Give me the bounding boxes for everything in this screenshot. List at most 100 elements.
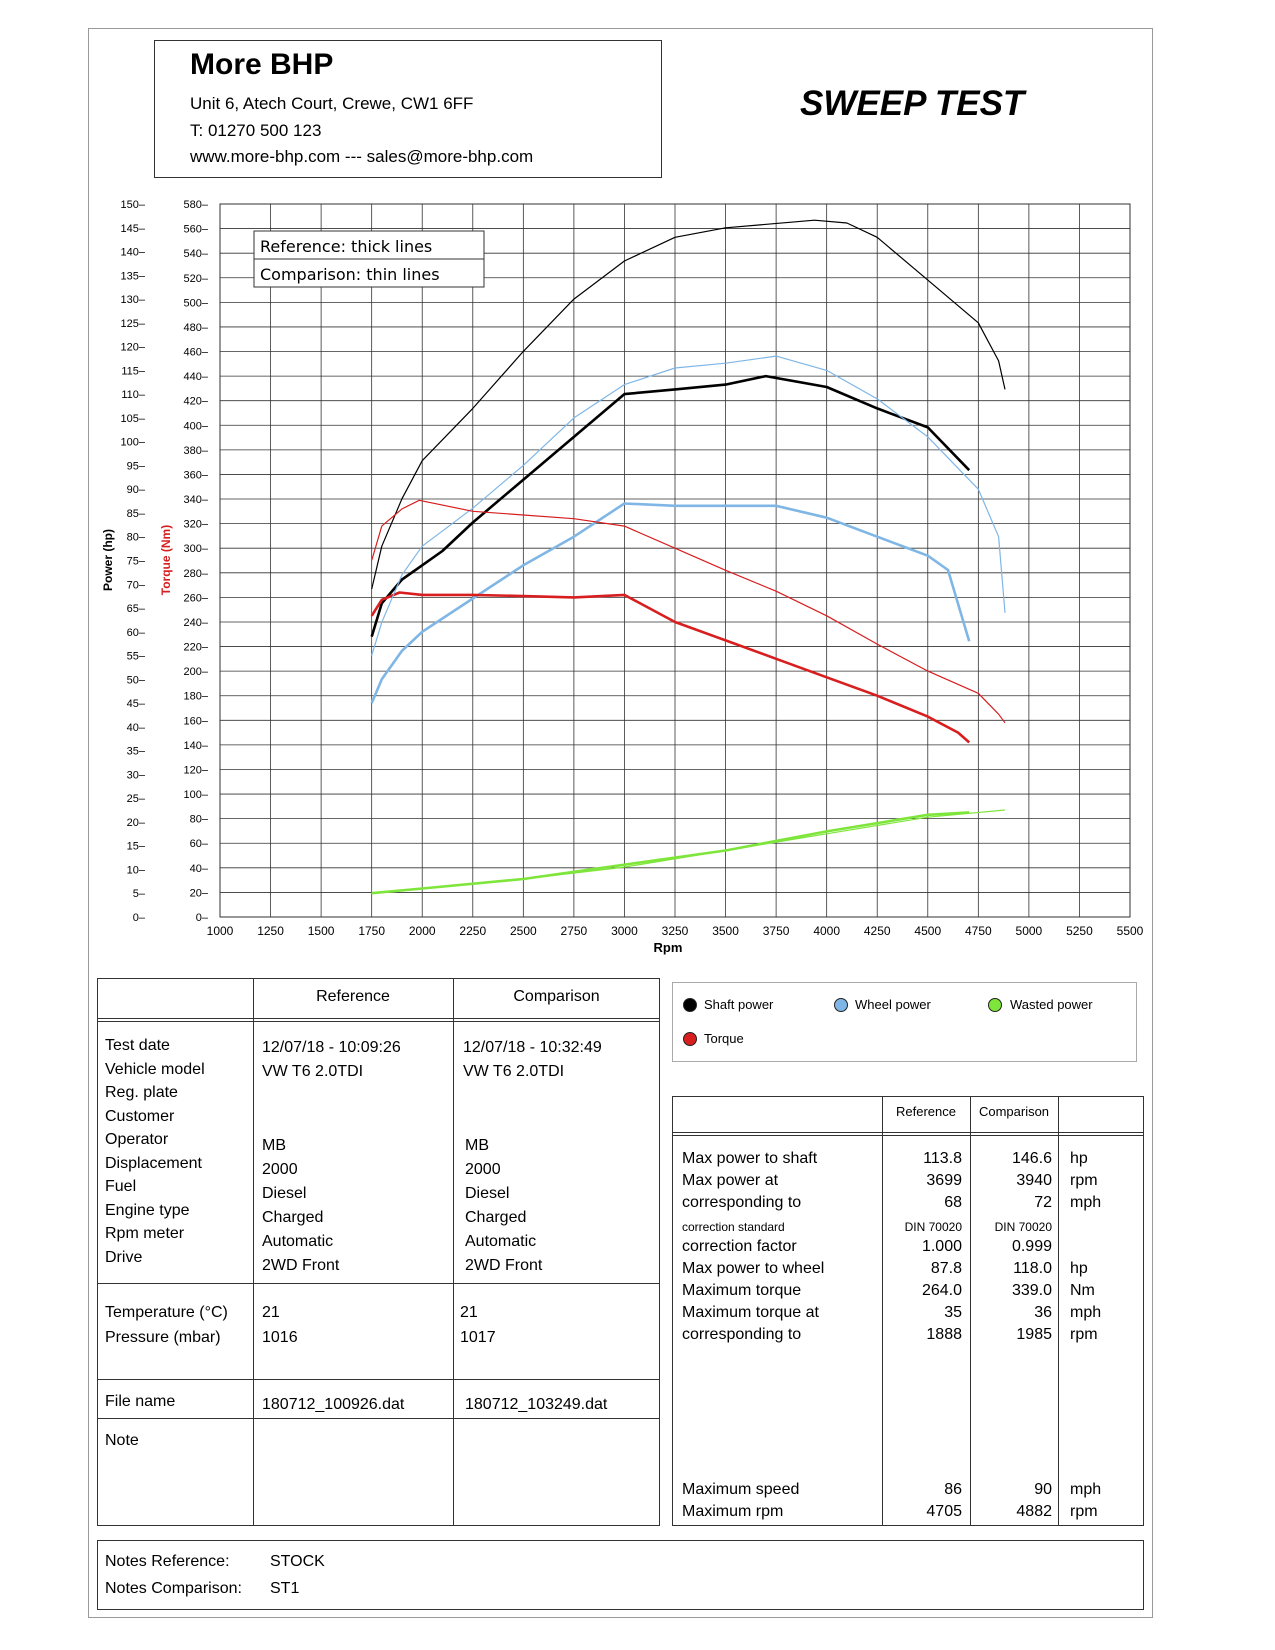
info-table bbox=[97, 978, 660, 1526]
results-cmp: 1985 bbox=[1016, 1326, 1052, 1343]
ref-vehicle-model: VW T6 2.0TDI bbox=[262, 1063, 364, 1080]
legend-comparison: Comparison: thin lines bbox=[260, 265, 440, 284]
y-tick-label: 140– bbox=[121, 247, 146, 259]
y-tick-label: 50– bbox=[127, 674, 146, 686]
y2-tick-label: 360– bbox=[184, 469, 209, 481]
x-tick-label: 2750 bbox=[561, 924, 588, 938]
max-speed-ref: 86 bbox=[944, 1481, 962, 1498]
x-tick-label: 4000 bbox=[813, 924, 840, 938]
y2-tick-label: 140– bbox=[184, 740, 209, 752]
results-ref: 3699 bbox=[926, 1172, 962, 1189]
y-tick-label: 45– bbox=[127, 698, 146, 710]
ref-env: 21 1016 bbox=[262, 1304, 298, 1346]
y-tick-label: 95– bbox=[127, 460, 146, 472]
series-legend bbox=[672, 982, 1137, 1062]
notes-box bbox=[97, 1540, 1144, 1610]
env-labels: Temperature (°C) Pressure (mbar) bbox=[105, 1304, 228, 1346]
chart-series bbox=[370, 219, 1006, 895]
y2-tick-label: 0– bbox=[196, 912, 209, 924]
y2-tick-label: 320– bbox=[184, 519, 209, 531]
info-col-reference: Reference bbox=[316, 988, 390, 1005]
x-tick-label: 3250 bbox=[662, 924, 689, 938]
x-tick-label: 3750 bbox=[763, 924, 790, 938]
y2-axis-label: Torque (Nm) bbox=[159, 525, 173, 595]
y-tick-label: 70– bbox=[127, 579, 146, 591]
y2-tick-label: 240– bbox=[184, 617, 209, 629]
legend-shaft: Shaft power bbox=[704, 997, 774, 1012]
y-tick-label: 80– bbox=[127, 532, 146, 544]
info-label: Engine type bbox=[105, 1201, 190, 1219]
results-label: correction factor bbox=[682, 1238, 797, 1255]
shaft-dot bbox=[683, 998, 697, 1012]
y2-tick-label: 40– bbox=[190, 863, 209, 875]
y2-tick-label: 100– bbox=[184, 789, 209, 801]
note-label: Note bbox=[105, 1432, 139, 1449]
results-row: Max power to shaft 113.8 146.6 hp bbox=[682, 1150, 1142, 1172]
company-name: More BHP bbox=[190, 48, 334, 81]
results-row: Maximum torque 264.0 339.0 Nm bbox=[682, 1282, 1142, 1304]
info-label: Displacement bbox=[105, 1154, 202, 1172]
y2-tick-label: 180– bbox=[184, 691, 209, 703]
y2-tick-label: 20– bbox=[190, 887, 209, 899]
results-label: correction standard bbox=[682, 1220, 785, 1234]
info-label: Test date bbox=[105, 1037, 170, 1054]
info-label: Reg. plate bbox=[105, 1084, 178, 1101]
y2-tick-label: 80– bbox=[190, 814, 209, 826]
results-row: Maximum torque at 35 36 mph bbox=[682, 1304, 1142, 1326]
x-tick-label: 4750 bbox=[965, 924, 992, 938]
results-unit: rpm bbox=[1070, 1326, 1098, 1343]
results-unit: mph bbox=[1070, 1304, 1102, 1321]
cmp-test-date: 12/07/18 - 10:32:49 bbox=[463, 1039, 602, 1056]
x-tick-label: 4500 bbox=[914, 924, 941, 938]
results-ref: DIN 70020 bbox=[904, 1220, 962, 1234]
y2-tick-label: 560– bbox=[184, 224, 209, 236]
y-tick-label: 110– bbox=[121, 389, 146, 401]
report-title: SWEEP TEST bbox=[800, 84, 1025, 123]
results-row: corresponding to 68 72 mph bbox=[682, 1194, 1142, 1216]
x-tick-label: 3500 bbox=[712, 924, 739, 938]
notes-cmp-value: ST1 bbox=[270, 1580, 300, 1597]
y2-tick-label: 480– bbox=[184, 322, 209, 334]
y-tick-label: 20– bbox=[127, 817, 146, 829]
y-tick-label: 135– bbox=[121, 270, 146, 282]
company-address: Unit 6, Atech Court, Crewe, CW1 6FF bbox=[190, 94, 474, 113]
results-label: Maximum torque bbox=[682, 1282, 802, 1299]
info-label: Vehicle model bbox=[105, 1060, 205, 1078]
y-tick-label: 0– bbox=[133, 912, 146, 924]
info-col-comparison: Comparison bbox=[513, 988, 600, 1005]
wheel-dot bbox=[834, 998, 848, 1012]
legend-wasted: Wasted power bbox=[1010, 997, 1093, 1012]
results-cmp: 339.0 bbox=[1011, 1282, 1052, 1299]
y2-tick-label: 520– bbox=[184, 273, 209, 285]
results-cmp: 146.6 bbox=[1011, 1150, 1052, 1167]
y-tick-label: 5– bbox=[133, 888, 146, 900]
y-tick-label: 105– bbox=[121, 413, 146, 425]
info-labels: Test date Vehicle model Reg. plate Customer… bbox=[105, 1034, 205, 1269]
max-speed-label: Maximum speed bbox=[682, 1481, 800, 1498]
wasted-comparison-line bbox=[371, 809, 1006, 894]
x-tick-label: 1250 bbox=[257, 924, 284, 938]
y-tick-label: 120– bbox=[121, 342, 146, 354]
notes-ref-value: STOCK bbox=[270, 1553, 325, 1570]
y-tick-label: 25– bbox=[127, 793, 146, 805]
cmp-file: 180712_103249.dat bbox=[465, 1396, 608, 1413]
info-label: Rpm meter bbox=[105, 1225, 185, 1242]
results-cmp: 3940 bbox=[1016, 1172, 1052, 1189]
results-ref: 113.8 bbox=[923, 1150, 962, 1167]
notes-ref-label: Notes Reference: bbox=[105, 1553, 230, 1570]
cmp-env: 21 1017 bbox=[460, 1304, 496, 1346]
y-tick-label: 75– bbox=[127, 556, 146, 568]
x-tick-label: 3000 bbox=[611, 924, 638, 938]
page-frame bbox=[88, 28, 1153, 1618]
x-tick-label: 4250 bbox=[864, 924, 891, 938]
y2-tick-label: 420– bbox=[184, 396, 209, 408]
results-unit: rpm bbox=[1070, 1172, 1098, 1189]
y-tick-label: 115– bbox=[121, 365, 146, 377]
header-box bbox=[154, 40, 662, 178]
y-tick-label: 10– bbox=[127, 864, 146, 876]
max-speed-unit: mph bbox=[1070, 1481, 1102, 1498]
x-tick-label: 1000 bbox=[207, 924, 234, 938]
legend-torque: Torque bbox=[704, 1031, 744, 1046]
y2-tick-label: 380– bbox=[184, 445, 209, 457]
results-ref: 1.000 bbox=[921, 1238, 962, 1255]
